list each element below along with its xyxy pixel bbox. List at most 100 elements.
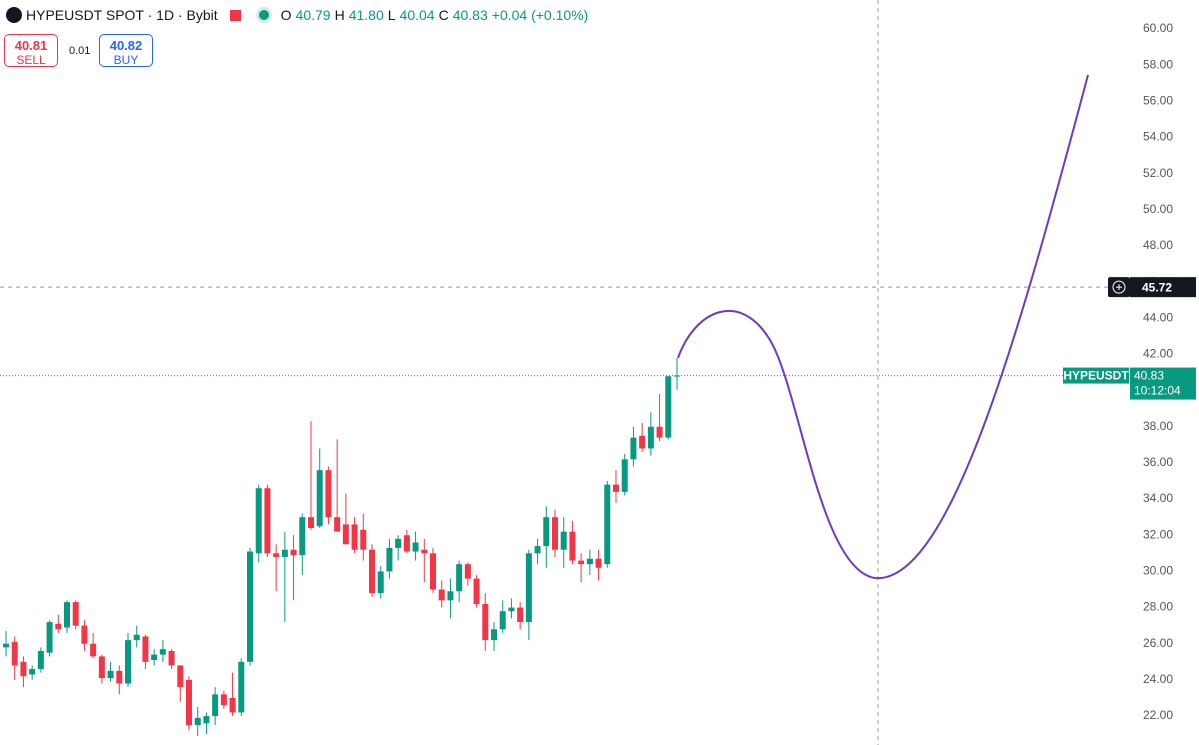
ohlc-label: C — [438, 7, 449, 23]
candle-body — [586, 558, 593, 565]
candle-body — [613, 484, 619, 492]
candle-body — [604, 484, 611, 565]
candle-body — [98, 656, 105, 679]
last-price-symbol: HYPEUSDT — [1063, 369, 1129, 383]
candle-body — [203, 716, 210, 724]
candle-body — [20, 661, 27, 677]
sell-price: 40.81 — [14, 38, 48, 53]
countdown: 10:12:04 — [1134, 384, 1181, 398]
candle-body — [534, 546, 541, 554]
ohlc-value: 41.80 — [348, 7, 384, 23]
y-tick-label: 58.00 — [1143, 57, 1173, 71]
candle-body — [499, 611, 506, 630]
y-tick-label: 38.00 — [1143, 419, 1173, 433]
last-price-tag — [1063, 367, 1129, 384]
candle-body — [325, 470, 332, 518]
candle-body — [360, 529, 367, 550]
candle-body — [525, 553, 532, 623]
candle-body — [464, 564, 471, 579]
candle-body — [342, 524, 349, 545]
last-price-value: 40.83 — [1134, 369, 1164, 383]
candle-body — [438, 589, 445, 601]
candle-body — [29, 669, 36, 675]
buy-price: 40.82 — [109, 38, 143, 53]
candle-body — [238, 661, 245, 713]
logo — [6, 7, 22, 23]
y-tick-label: 52.00 — [1143, 166, 1173, 180]
candle-body — [647, 426, 654, 449]
ohlc-label: O — [280, 7, 292, 23]
ohlc-value: 40.83 — [452, 7, 488, 23]
y-tick-label: 44.00 — [1143, 310, 1173, 324]
candle-body — [621, 459, 628, 492]
sell-label: SELL — [16, 53, 46, 67]
candle-body — [665, 376, 672, 438]
candle-body — [543, 517, 550, 547]
y-tick-label: 42.00 — [1143, 347, 1173, 361]
y-tick-label: 60.00 — [1143, 21, 1173, 35]
candle-body — [247, 551, 253, 662]
candle-body — [72, 602, 79, 626]
candle-body — [639, 435, 646, 449]
candle-body — [395, 538, 402, 548]
candle-body — [142, 636, 149, 662]
candle-body — [55, 623, 62, 630]
candle-body — [3, 643, 9, 648]
candle-body — [578, 560, 585, 565]
flag[interactable] — [229, 9, 241, 21]
ohlc-label: L — [387, 7, 396, 23]
candle-body — [194, 717, 201, 726]
drawing-curve — [677, 74, 1089, 580]
symbol: HYPEUSDT SPOT · 1D · Bybit — [26, 7, 218, 23]
spread: 0.01 — [69, 45, 91, 57]
header: HYPEUSDT SPOT · 1D · Bybit O 40.79 H 41.80… — [6, 7, 588, 23]
y-tick-label: 34.00 — [1143, 491, 1173, 505]
ohlc-value: 40.04 — [399, 7, 435, 23]
candle-body — [81, 625, 88, 644]
y-tick-label: 48.00 — [1143, 238, 1173, 252]
status — [258, 10, 269, 20]
candle-body — [255, 488, 262, 554]
candle-body — [177, 665, 184, 688]
ohlc-value: 40.79 — [295, 7, 331, 23]
candle-body — [491, 629, 497, 641]
candle-body — [273, 553, 280, 557]
candle-body — [656, 426, 663, 438]
candle-body — [159, 649, 166, 655]
ohlc-label: H — [334, 7, 345, 23]
candle-body — [447, 591, 454, 601]
candle-body — [90, 643, 97, 657]
candle-body — [595, 558, 602, 568]
candle-body — [630, 437, 637, 460]
candle-body — [560, 531, 567, 550]
candle-body — [456, 564, 463, 592]
candle-body — [37, 650, 44, 670]
y-tick-label: 22.00 — [1143, 708, 1173, 722]
candle-body — [46, 622, 53, 653]
candle-body — [107, 670, 114, 679]
y-tick-label: 32.00 — [1143, 527, 1173, 541]
buy-label: BUY — [113, 53, 139, 67]
candle-body — [64, 602, 70, 628]
crosshair-price-box — [1130, 277, 1196, 298]
candle-body — [412, 542, 419, 552]
candle-body — [552, 517, 558, 550]
y-tick-label: 56.00 — [1143, 93, 1173, 107]
candle-body — [351, 524, 358, 550]
candle-body — [290, 549, 297, 556]
candle-body — [403, 535, 410, 552]
last-price-box — [1130, 367, 1196, 400]
candle-body — [386, 547, 393, 572]
candle-body — [430, 553, 436, 590]
candle-body — [133, 634, 140, 641]
candle-body — [125, 640, 131, 684]
buy-button[interactable]: 40.82 BUY — [99, 34, 153, 67]
y-tick-label: 54.00 — [1143, 130, 1173, 144]
y-tick-label: 24.00 — [1143, 672, 1173, 686]
candle-body — [334, 517, 341, 532]
candle-body — [569, 531, 576, 561]
candle-body — [316, 470, 323, 527]
sell-button[interactable]: 40.81 SELL — [4, 34, 58, 67]
candle-body — [11, 641, 18, 666]
